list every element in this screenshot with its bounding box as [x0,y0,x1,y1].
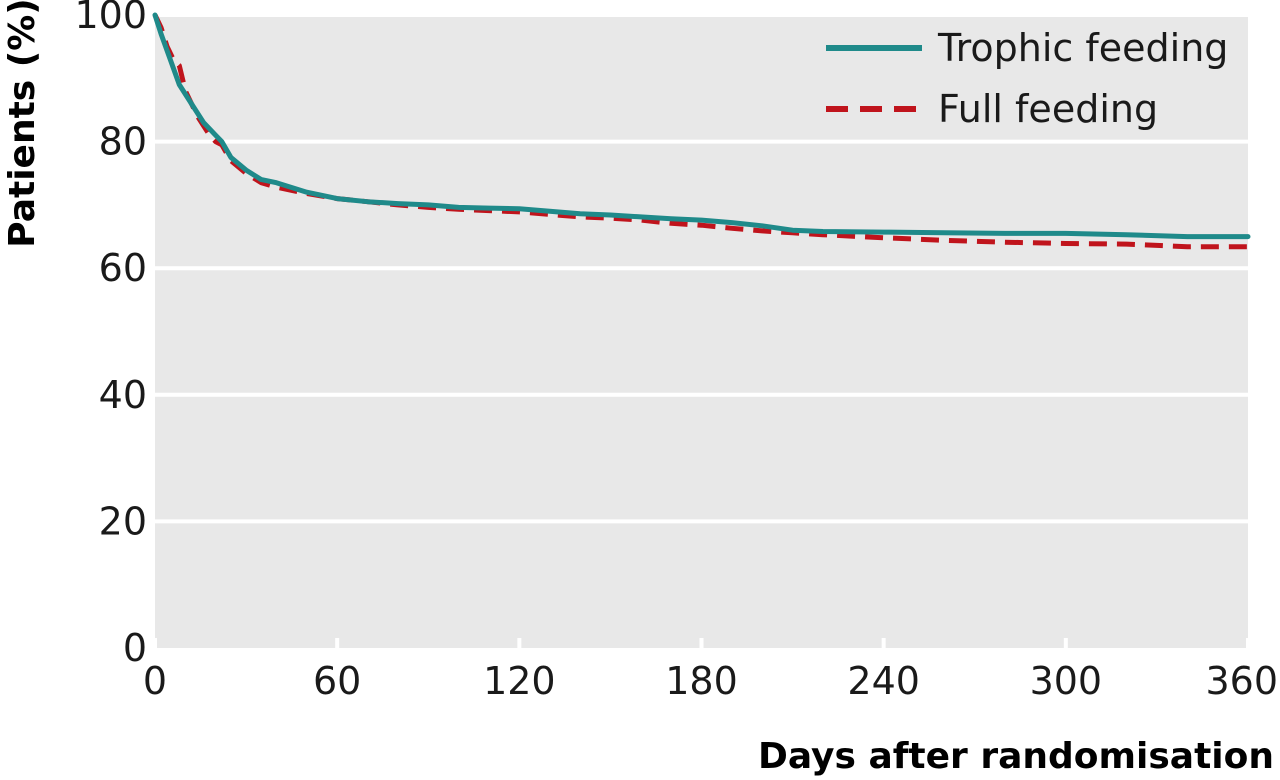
x-tick-label: 120 [483,659,556,703]
trophic-feeding-line [152,12,1251,240]
y-tick-label: 20 [99,499,147,543]
series-lines [152,12,1251,250]
x-tick-label: 240 [847,659,920,703]
x-tick-label: 300 [1030,659,1103,703]
legend-label: Trophic feeding [937,26,1228,70]
x-tick-label: 360 [1205,659,1278,703]
x-tick-label: 0 [143,659,167,703]
legend-label: Full feeding [938,87,1158,131]
y-tick-label: 40 [99,373,147,417]
legend: Trophic feeding Full feeding [826,26,1228,131]
x-axis-title: Days after randomisation [758,736,1274,777]
y-tick-label: 80 [99,120,147,164]
x-tick-label: 180 [665,659,738,703]
y-tick-label: 60 [99,246,147,290]
y-tick-label: 100 [74,0,147,37]
grid-lines [155,13,1248,524]
x-tick-label: 60 [313,659,361,703]
y-axis-title: Patients (%) [2,0,43,248]
y-axis-ticks: 0 20 40 60 80 100 [74,0,147,670]
x-axis-ticks: 0 60 120 180 240 300 360 [143,638,1278,703]
plot-background [155,15,1248,648]
y-tick-label: 0 [123,626,147,670]
